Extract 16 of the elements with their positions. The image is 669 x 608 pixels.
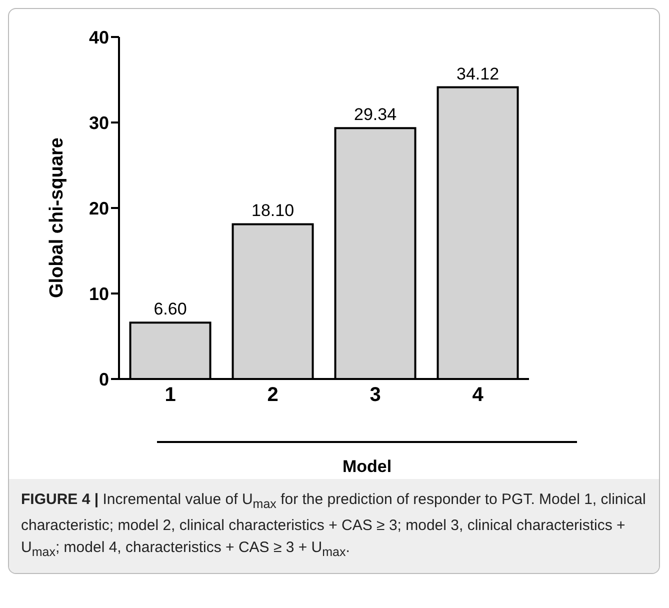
x-tick-label: 4 bbox=[472, 384, 484, 406]
text: FIGURE 4 | Incremental value of U$_{max}$ for the prediction of responder to PGT. Model 1, clinical characteristic; model 2, clinical characteristics + CAS ≥ 3; model 3, clinical characteristics + U$_{max}$; model 4, characteristics + CAS ≥ 3 + U$_{max}$. bbox=[21, 491, 646, 559]
y-tick-label: 10 bbox=[88, 284, 109, 304]
data-label: 29.34 bbox=[354, 105, 397, 124]
data-label: 34.12 bbox=[456, 64, 500, 84]
y-tick-label: 0 bbox=[98, 369, 109, 390]
y-tick-label: 20 bbox=[88, 198, 109, 218]
y-tick-label: 40 bbox=[88, 27, 109, 48]
y-tick-label: 30 bbox=[88, 112, 109, 133]
x-tick-label: 3 bbox=[370, 384, 381, 406]
data-label: 6.60 bbox=[154, 300, 187, 319]
x-tick-label: 1 bbox=[164, 384, 176, 406]
x-axis-title: Model bbox=[341, 457, 393, 477]
data-label: 18.10 bbox=[252, 201, 294, 220]
x-tick-label: 2 bbox=[267, 384, 278, 406]
y-axis-title: Global chi-square bbox=[46, 138, 68, 298]
